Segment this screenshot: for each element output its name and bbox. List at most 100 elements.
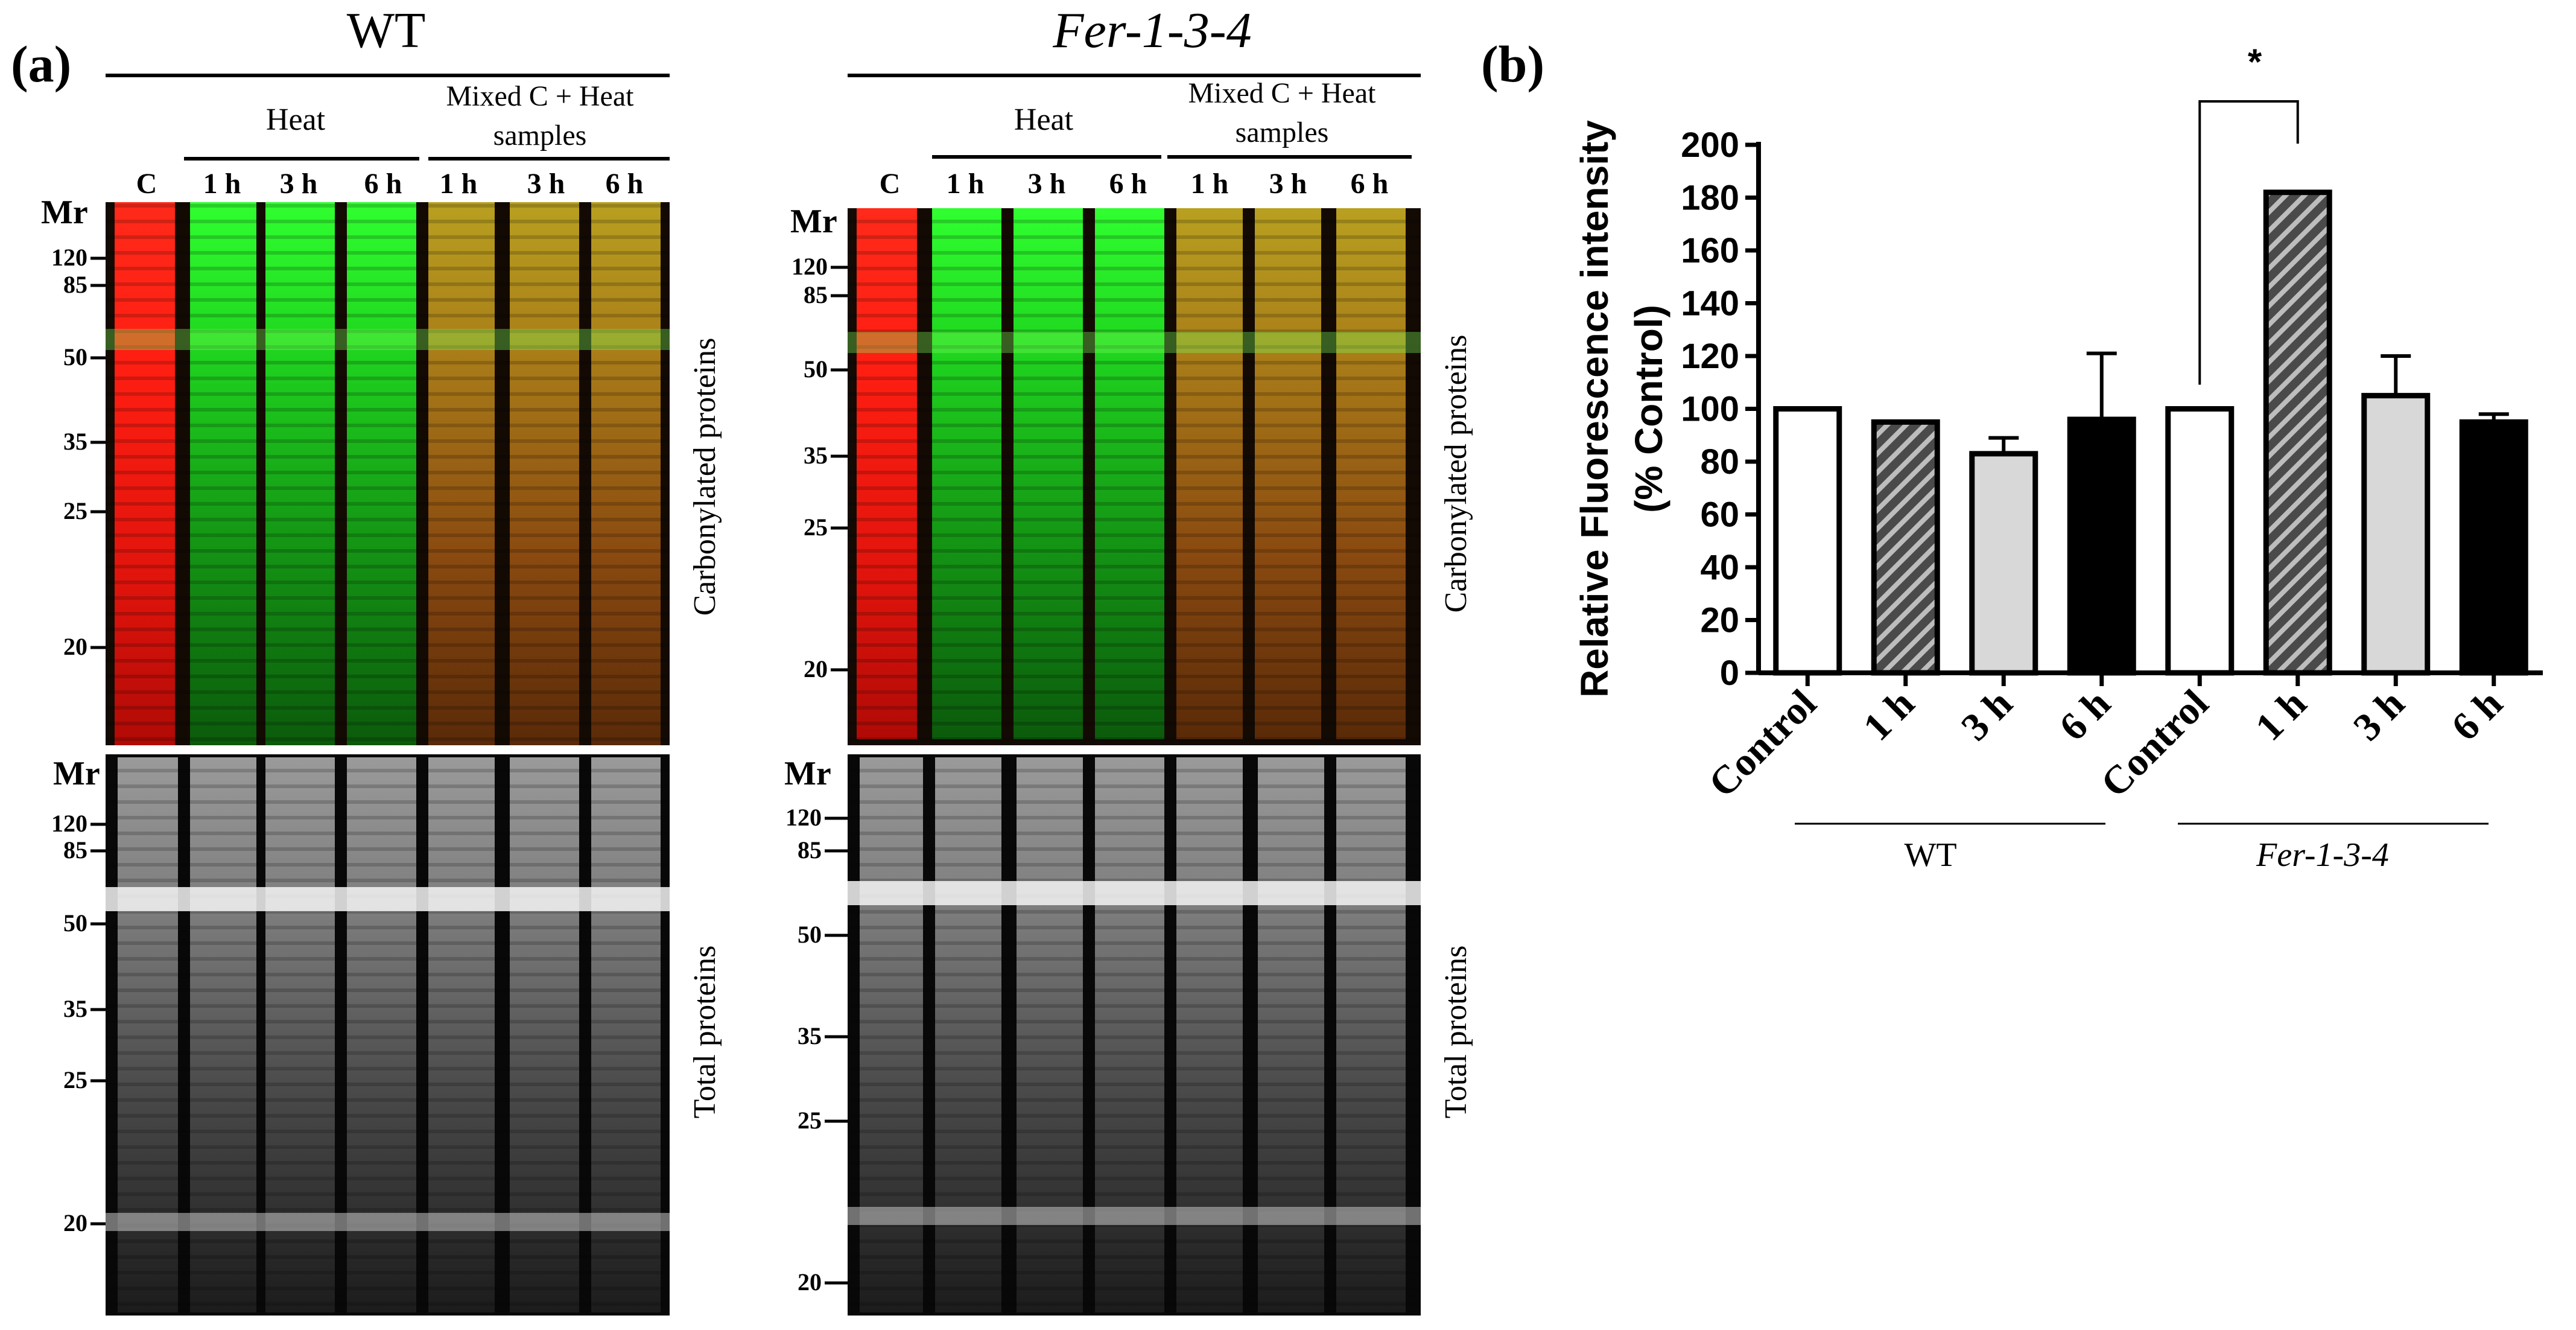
x-tick-label: 3 h	[1953, 681, 2021, 749]
bar	[2361, 393, 2431, 676]
marker-label: 50	[804, 355, 828, 383]
x-tick-label: Control	[1701, 681, 1825, 806]
panel-b-label: (b)	[1481, 35, 1544, 93]
mut-lane-label: 3 h	[1269, 168, 1307, 200]
marker-label: 25	[804, 514, 828, 541]
wt-title: WT	[347, 2, 426, 59]
y-tick-label: 200	[1681, 126, 1739, 165]
wt-mr-bottom: Mr	[53, 755, 100, 792]
group-label: WT	[1904, 836, 1956, 874]
marker-label: 35	[804, 442, 828, 469]
marker-label: 35	[63, 428, 87, 455]
x-tick-label: 6 h	[2443, 681, 2511, 749]
y-tick-label: 140	[1681, 284, 1739, 323]
wt-lane-label: 3 h	[527, 168, 565, 200]
group-label: Fer-1-3-4	[2256, 836, 2389, 874]
mut-total-gel	[848, 754, 1421, 1316]
y-tick-label: 160	[1681, 231, 1739, 270]
mut-mixed-label-2: samples	[1236, 116, 1329, 148]
wt-mixed-label-1: Mixed C + Heat	[446, 80, 634, 112]
y-tick-label: 80	[1700, 442, 1739, 482]
wt-lane-labels: C 1 h 3 h 6 h 1 h 3 h 6 h	[136, 168, 644, 200]
marker-label: 85	[63, 836, 87, 864]
mut-marker-ticks-bottom: 120 85 50 35 25 20	[785, 804, 848, 1296]
marker-label: 20	[804, 655, 828, 682]
mut-carbonylated-gel	[848, 208, 1421, 745]
y-tick-label: 20	[1700, 601, 1739, 640]
x-tick-label: Control	[2093, 681, 2217, 806]
mut-title: Fer-1-3-4	[1052, 2, 1252, 59]
mut-marker-ticks-top: 120 85 50 35 25 20	[792, 253, 848, 682]
mut-lane-label: 6 h	[1109, 168, 1147, 200]
x-tick-label: 1 h	[1855, 681, 1923, 749]
marker-label: 35	[63, 995, 87, 1022]
marker-label: 25	[63, 497, 87, 524]
mut-total-side-label: Total proteins	[1439, 946, 1473, 1119]
wt-carbonylated-gel	[106, 202, 670, 745]
wt-lane-label: 1 h	[440, 168, 478, 200]
bar	[2459, 419, 2528, 676]
x-tick-label: 6 h	[2051, 681, 2119, 749]
marker-label: 85	[63, 271, 87, 298]
y-axis-title: Relative Fluorescence intensity	[1573, 120, 1616, 698]
wt-mr-top: Mr	[41, 194, 88, 231]
mut-lane-label: 1 h	[1191, 168, 1229, 200]
mut-carbonylated-side-label: Carbonylated proteins	[1439, 335, 1473, 613]
bar	[1969, 451, 2038, 676]
wt-mixed-label-2: samples	[493, 119, 587, 151]
wt-heat-label: Heat	[266, 103, 326, 137]
y-tick-label: 100	[1681, 390, 1739, 429]
wt-total-gel	[106, 754, 670, 1316]
mut-mixed-label-1: Mixed C + Heat	[1188, 77, 1376, 109]
marker-label: 50	[63, 909, 87, 937]
marker-label: 120	[792, 253, 828, 280]
y-tick-label: 40	[1700, 548, 1739, 587]
mut-mr-top: Mr	[790, 203, 837, 240]
marker-label: 50	[798, 921, 822, 948]
significance-bracket	[2198, 100, 2299, 385]
bar	[2263, 189, 2332, 676]
marker-label: 120	[51, 244, 87, 271]
y-tick-label: 120	[1681, 337, 1739, 376]
wt-total-side-label: Total proteins	[688, 946, 722, 1119]
marker-label: 50	[63, 343, 87, 371]
bar	[2165, 406, 2235, 676]
marker-label: 25	[63, 1066, 87, 1093]
y-tick-label: 180	[1681, 179, 1739, 218]
mut-lane-labels: C 1 h 3 h 6 h 1 h 3 h 6 h	[880, 168, 1389, 200]
bar	[2067, 416, 2136, 676]
marker-label: 85	[804, 281, 828, 308]
wt-marker-ticks-bottom: 120 85 50 35 25 20	[51, 810, 106, 1236]
marker-label: 20	[63, 1209, 87, 1236]
marker-label: 120	[785, 804, 822, 831]
panel-a-label: (a)	[11, 35, 71, 93]
mut-lane-label: 6 h	[1351, 168, 1389, 200]
mut-mr-bottom: Mr	[784, 755, 831, 792]
wt-marker-ticks-top: 120 85 50 35 25 20	[51, 244, 106, 660]
significance-marker: *	[2248, 42, 2262, 82]
mut-lane-label: 3 h	[1028, 168, 1066, 200]
bar-chart: 0 20 40 60 80 100 120 140 160 180 200 Relative Fluo…	[1573, 42, 2543, 874]
y-tick-label: 60	[1700, 495, 1739, 535]
wt-carbonylated-side-label: Carbonylated proteins	[688, 338, 722, 616]
bar	[1773, 406, 1842, 676]
marker-label: 120	[51, 810, 87, 837]
x-tick-label: 1 h	[2247, 681, 2315, 749]
marker-label: 25	[798, 1107, 822, 1134]
mut-lane-label: C	[880, 168, 901, 200]
y-axis-subtitle: (% Control)	[1627, 305, 1670, 513]
wt-lane-label: 3 h	[280, 168, 318, 200]
y-tick-label: 0	[1720, 654, 1739, 693]
x-tick-label: 3 h	[2345, 681, 2413, 749]
marker-label: 20	[63, 633, 87, 660]
mut-lane-label: 1 h	[947, 168, 985, 200]
wt-lane-label: 6 h	[606, 168, 644, 200]
bar	[1871, 419, 1940, 676]
wt-lane-label: 6 h	[364, 168, 402, 200]
marker-label: 85	[798, 836, 822, 864]
marker-label: 20	[798, 1268, 822, 1296]
wt-lane-label: C	[136, 168, 157, 200]
marker-label: 35	[798, 1022, 822, 1049]
mut-heat-label: Heat	[1014, 103, 1074, 137]
